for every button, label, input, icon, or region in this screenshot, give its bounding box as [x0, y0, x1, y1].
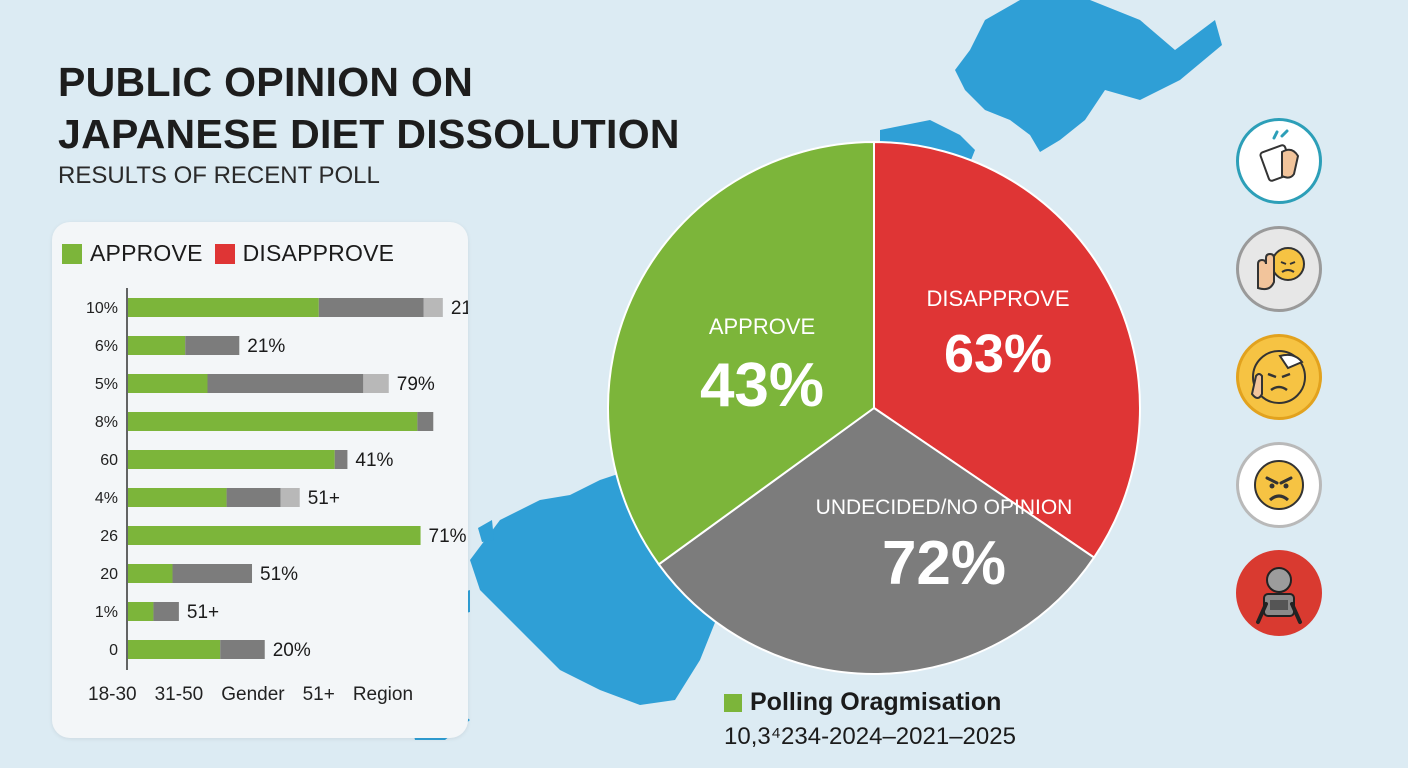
facepalm-glyph [1250, 350, 1306, 404]
stop-hand-upset-face-icon [1236, 226, 1322, 312]
x-label: Gender [221, 684, 285, 705]
bar-segment [220, 640, 265, 659]
bar-segment [334, 450, 348, 469]
y-tick-label: 6% [95, 338, 118, 355]
bar-chart: 10% 21% 6% 21% 5% 79% 8% 60 41% 4% 51+ 26 71% 20 51% 1%… [86, 288, 468, 670]
bar-data-label: 51% [260, 564, 298, 585]
y-tick-label: 4% [95, 490, 118, 507]
y-tick-label: 0 [109, 642, 118, 659]
bar-segment [128, 298, 319, 317]
page-title: PUBLIC OPINION ON JAPANESE DIET DISSOLUT… [58, 56, 680, 160]
title-line-2: JAPANESE DIET DISSOLUTION [58, 111, 680, 157]
x-label: 18-30 [88, 684, 137, 705]
hand-paper-glyph [1259, 129, 1300, 182]
hokkaido-shape [955, 0, 1222, 152]
honshu-shape [880, 120, 975, 185]
bar-data-label: 21% [451, 298, 468, 319]
legend-item-disapprove: DISAPPROVE [214, 240, 395, 267]
polling-organisation-label: Polling Oragmisation [750, 688, 1002, 716]
poll-dates: 10,3⁴234-2024–2021–2025 [724, 723, 1016, 750]
bar-segment [417, 412, 434, 431]
bar-data-label: 51+ [308, 488, 340, 509]
dislike-person-glyph [1256, 567, 1302, 624]
bar-segment [128, 640, 221, 659]
bar-data-label: 20% [273, 640, 311, 661]
y-tick-label: 8% [95, 414, 118, 431]
bar-data-label: 21% [247, 336, 285, 357]
bar-data-label: 51+ [187, 602, 219, 623]
bar-chart-panel: APPROVE DISAPPROVE 10% 21% 6% 21% 5% 79% 8% 60 4… [52, 222, 468, 738]
legend-label-disapprove: DISAPPROVE [242, 240, 395, 266]
bar-segment [226, 488, 281, 507]
bar-segment [185, 336, 240, 355]
bar-segment [318, 298, 424, 317]
dislike-person-icon [1236, 550, 1322, 636]
page-subtitle: RESULTS OF RECENT POLL [58, 162, 380, 189]
angry-face-glyph [1254, 460, 1304, 510]
hand-paper-icon [1236, 118, 1322, 204]
bar-segment [423, 298, 443, 317]
poll-source-footer: Polling Oragmisation 10,3⁴234-2024–2021–… [724, 688, 1016, 751]
facepalm-face-icon [1236, 334, 1322, 420]
bar-data-label: 71% [429, 526, 467, 547]
bar-segment [128, 374, 208, 393]
stop-hand-glyph [1257, 247, 1305, 291]
y-tick-label: 1% [95, 604, 118, 621]
kyushu-shape [470, 470, 720, 705]
y-tick-label: 5% [95, 376, 118, 393]
bar-segment [128, 564, 173, 583]
bar-segment [128, 602, 154, 621]
bar-segment [207, 374, 364, 393]
bar-segment [128, 526, 421, 545]
title-line-1: PUBLIC OPINION ON [58, 59, 474, 105]
bar-segment [280, 488, 300, 507]
source-swatch [724, 693, 742, 712]
bar-data-label: 41% [355, 450, 393, 471]
bar-chart-x-labels: 18-30 31-50 Gender 51+ Region [88, 684, 431, 706]
legend-label-approve: APPROVE [90, 240, 203, 266]
bar-segment [172, 564, 253, 583]
angry-face-icon [1236, 442, 1322, 528]
bar-segment [128, 450, 335, 469]
bar-segment [363, 374, 389, 393]
x-label: Region [352, 684, 414, 705]
x-label: 31-50 [154, 684, 204, 705]
legend-swatch-approve [62, 243, 82, 264]
y-tick-label: 26 [100, 528, 118, 545]
bar-data-label: 79% [397, 374, 435, 395]
bar-chart-legend: APPROVE DISAPPROVE [62, 240, 398, 267]
bar-segment [128, 412, 418, 431]
polling-organisation: Polling Oragmisation [724, 688, 1016, 717]
y-tick-label: 10% [86, 300, 118, 317]
bar-segment [128, 336, 186, 355]
x-label: 51+ [302, 684, 335, 705]
bar-segment [128, 488, 227, 507]
y-tick-label: 60 [100, 452, 118, 469]
bar-segment [153, 602, 179, 621]
legend-swatch-disapprove [214, 243, 235, 264]
legend-item-approve: APPROVE [62, 240, 203, 267]
y-tick-label: 20 [100, 566, 118, 583]
